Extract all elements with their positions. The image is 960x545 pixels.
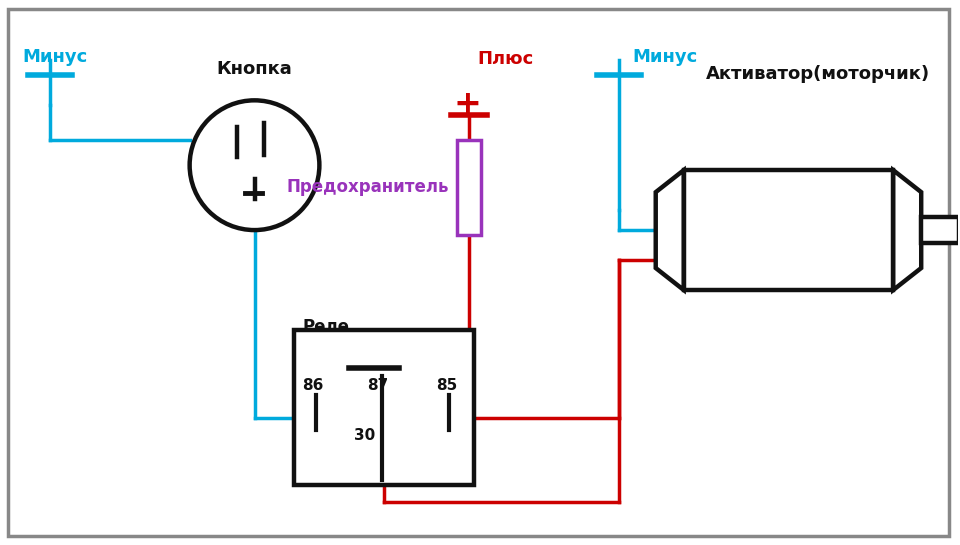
Text: 85: 85 <box>436 378 457 393</box>
Bar <box>922 217 959 243</box>
Bar <box>295 330 474 485</box>
Text: +: + <box>453 88 481 122</box>
Text: Плюс: Плюс <box>477 51 534 69</box>
Text: Минус: Минус <box>633 49 698 66</box>
Text: Реле: Реле <box>302 318 349 336</box>
Text: Предохранитель: Предохранитель <box>287 178 449 196</box>
Polygon shape <box>656 170 684 290</box>
Text: Минус: Минус <box>22 49 87 66</box>
Text: 86: 86 <box>302 378 324 393</box>
Text: Активатор(моторчик): Активатор(моторчик) <box>707 65 930 83</box>
Bar <box>457 140 481 235</box>
Polygon shape <box>893 170 922 290</box>
Bar <box>684 170 893 290</box>
Circle shape <box>190 100 320 230</box>
Text: Кнопка: Кнопка <box>217 60 293 78</box>
Text: 30: 30 <box>354 428 375 443</box>
Text: 87: 87 <box>368 378 389 393</box>
